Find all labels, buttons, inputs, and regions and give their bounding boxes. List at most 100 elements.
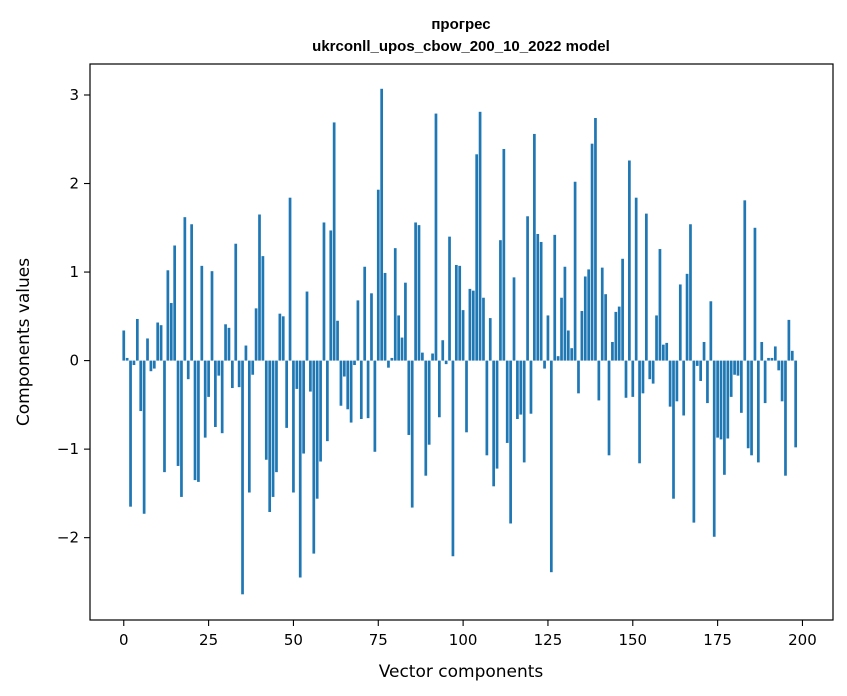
bars-group (122, 88, 798, 595)
bar-27 (214, 360, 217, 427)
bar-47 (281, 316, 285, 361)
bar-28 (217, 360, 221, 376)
bar-49 (288, 197, 292, 361)
bar-85 (410, 360, 414, 508)
bar-126 (549, 360, 553, 573)
bar-187 (756, 360, 760, 463)
bar-20 (190, 224, 193, 361)
bar-42 (264, 360, 268, 460)
bar-60 (326, 360, 329, 442)
bar-44 (271, 360, 275, 497)
bar-169 (695, 360, 699, 366)
bar-115 (512, 277, 516, 361)
bar-95 (444, 360, 448, 365)
y-tick-label: −1 (57, 440, 79, 458)
bar-180 (733, 360, 736, 375)
bar-48 (285, 360, 288, 428)
bar-83 (404, 282, 407, 361)
plot-area-frame (89, 63, 834, 621)
bar-91 (431, 353, 434, 361)
bar-172 (706, 360, 709, 404)
bar-179 (729, 360, 733, 397)
bar-178 (726, 360, 730, 439)
bar-57 (315, 360, 319, 499)
bar-94 (441, 340, 445, 361)
bar-18 (183, 217, 187, 361)
bar-76 (380, 88, 384, 361)
bar-2 (129, 360, 132, 507)
bar-70 (359, 360, 363, 420)
bar-25 (207, 360, 210, 397)
bar-158 (658, 249, 662, 361)
bar-45 (275, 360, 278, 473)
bar-24 (203, 360, 207, 438)
bar-165 (682, 360, 686, 416)
bar-121 (533, 133, 536, 361)
bar-61 (329, 230, 333, 361)
bar-15 (173, 245, 177, 361)
bar-34 (237, 360, 241, 388)
bar-162 (672, 360, 675, 499)
x-tick-label: 100 (449, 631, 478, 649)
bar-166 (685, 273, 689, 361)
bar-182 (740, 360, 743, 413)
bar-77 (383, 272, 387, 361)
bar-5 (139, 360, 143, 412)
bar-26 (210, 271, 214, 361)
bar-30 (224, 324, 227, 361)
bar-112 (502, 148, 506, 361)
bar-170 (699, 360, 703, 381)
bar-197 (790, 350, 794, 361)
bar-80 (393, 248, 397, 361)
bar-177 (723, 360, 726, 475)
bar-98 (454, 264, 458, 361)
bar-150 (631, 360, 635, 397)
bar-144 (611, 342, 614, 361)
bar-181 (736, 360, 740, 376)
bar-156 (651, 360, 655, 384)
bar-10 (156, 322, 160, 361)
bar-176 (719, 360, 723, 440)
x-tick-label: 150 (618, 631, 647, 649)
x-tick-label: 25 (199, 631, 218, 649)
bar-154 (645, 213, 648, 361)
bar-33 (234, 243, 238, 361)
bar-138 (590, 143, 594, 361)
bar-39 (254, 308, 258, 361)
y-tick-label: 1 (69, 263, 79, 281)
x-tick-label: 125 (534, 631, 563, 649)
bar-196 (787, 319, 791, 361)
bar-71 (363, 266, 367, 361)
bar-186 (753, 227, 757, 361)
bar-106 (482, 297, 485, 361)
bar-147 (621, 258, 624, 361)
bar-122 (536, 233, 540, 361)
bar-111 (499, 240, 502, 361)
bar-102 (468, 288, 472, 361)
bar-86 (414, 222, 417, 361)
bar-148 (624, 360, 628, 398)
y-axis-label: Components values (14, 258, 34, 426)
bar-69 (356, 300, 360, 361)
bar-53 (302, 360, 305, 454)
bar-194 (780, 360, 784, 402)
bar-135 (580, 311, 584, 361)
bar-151 (634, 197, 638, 361)
bar-78 (387, 360, 390, 368)
bar-41 (261, 256, 265, 361)
bar-190 (767, 357, 770, 361)
bar-65 (342, 360, 346, 377)
bar-104 (475, 154, 479, 361)
bar-113 (505, 360, 509, 443)
bar-14 (169, 303, 173, 361)
bar-155 (648, 360, 652, 380)
bar-198 (794, 360, 798, 448)
bar-79 (390, 357, 394, 361)
bar-164 (678, 284, 682, 361)
bar-1 (125, 357, 129, 361)
bar-23 (200, 265, 204, 361)
bar-0 (122, 330, 126, 361)
bar-185 (750, 360, 753, 456)
bar-109 (492, 360, 496, 487)
